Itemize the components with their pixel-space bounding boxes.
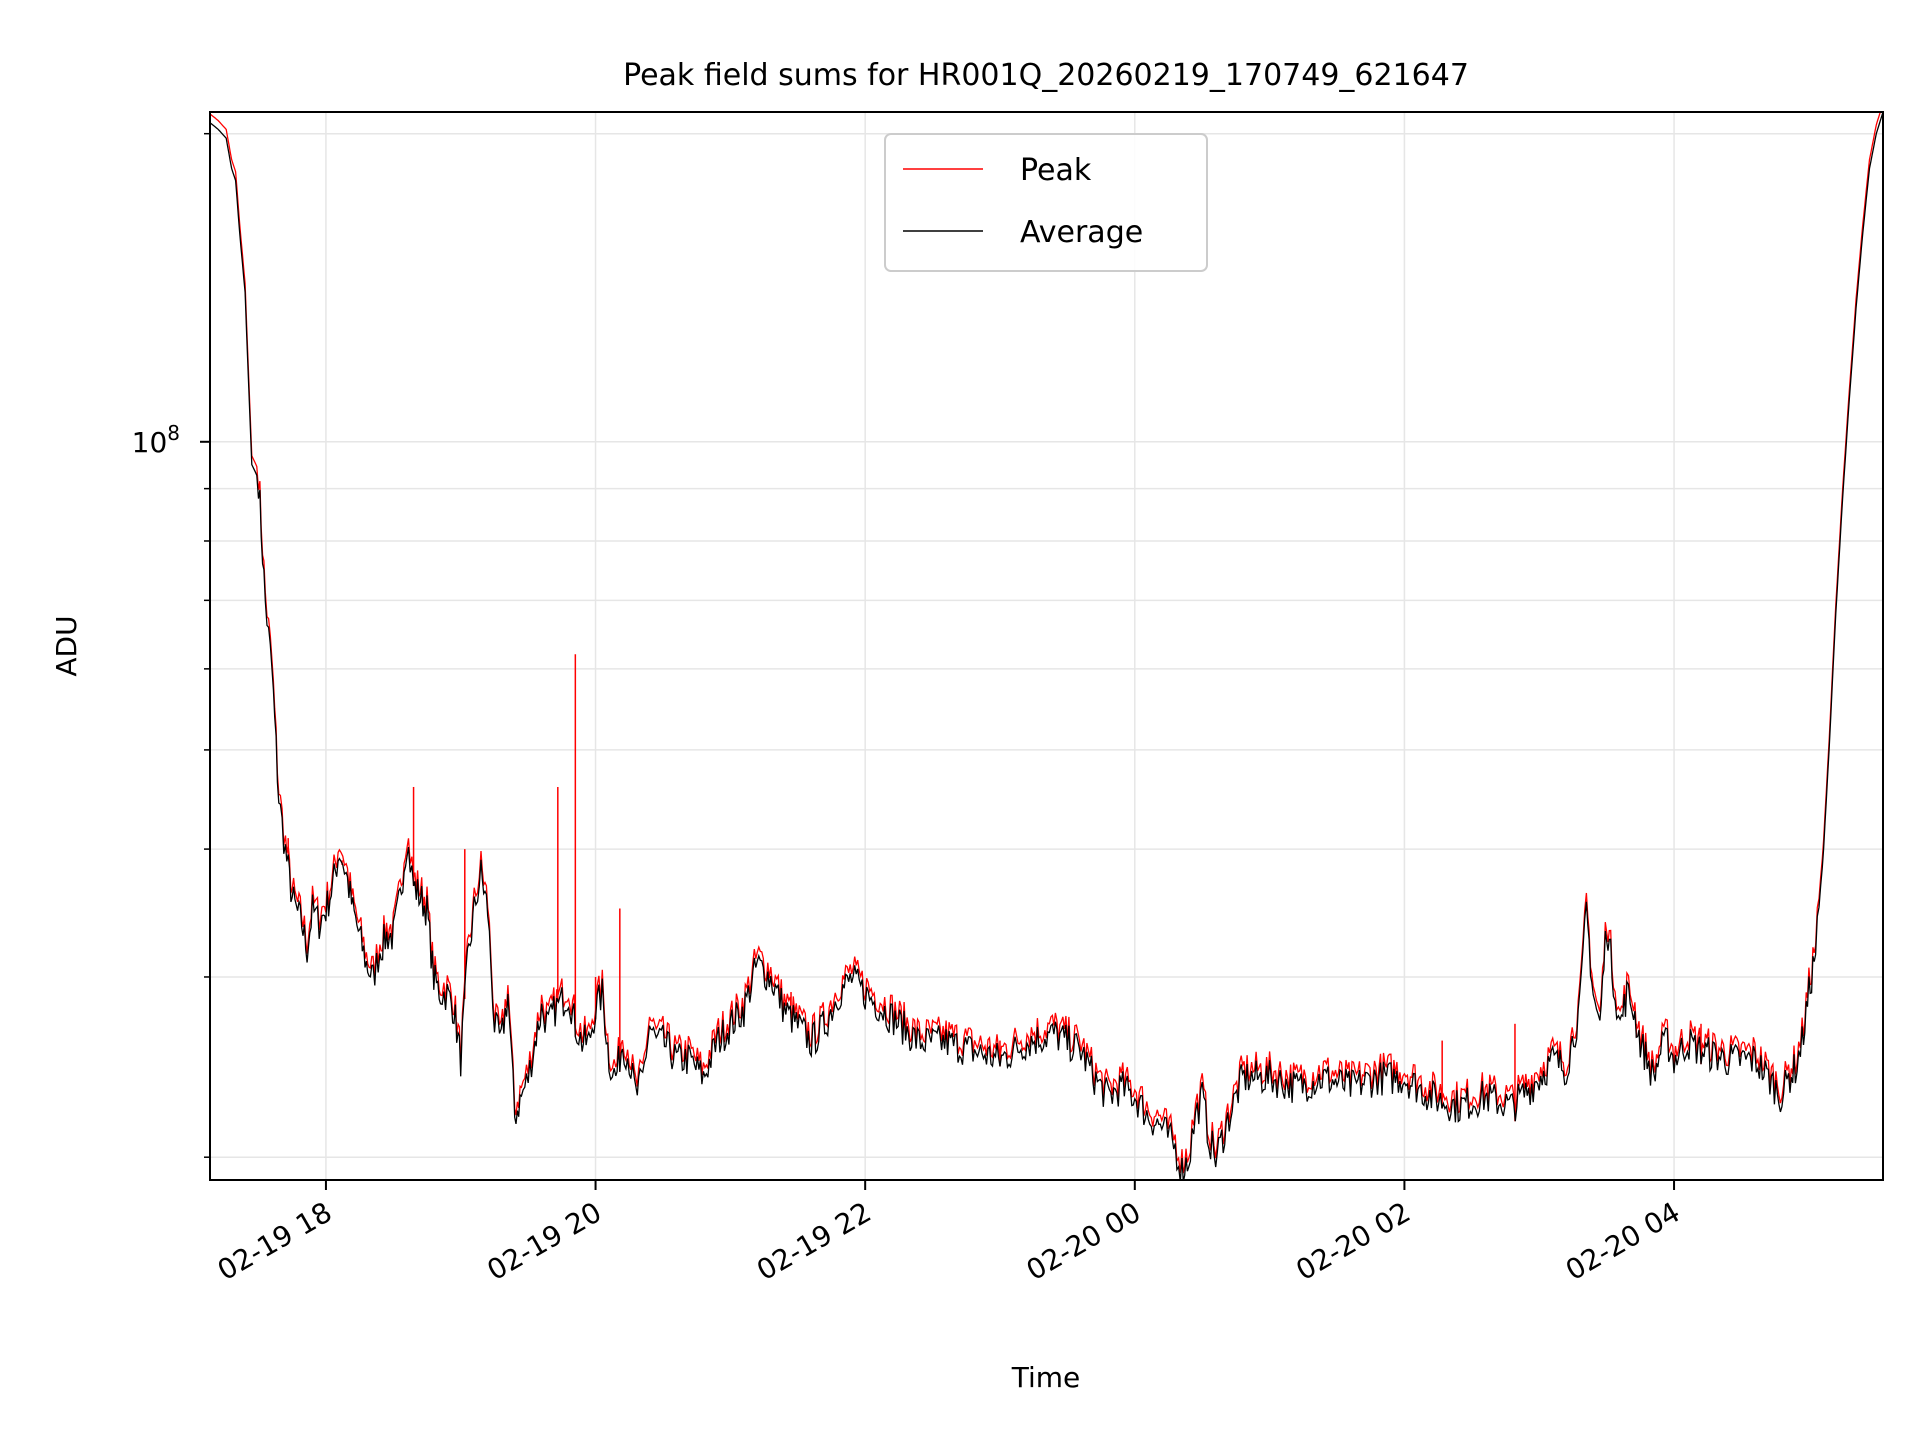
y-axis-ticks: 108 bbox=[132, 132, 210, 1158]
grid-lines bbox=[210, 112, 1883, 1180]
average-series bbox=[210, 112, 1883, 1180]
legend-peak-label: Peak bbox=[1020, 153, 1092, 188]
y-tick-label-0: 108 bbox=[132, 421, 180, 459]
x-axis-label: Time bbox=[1011, 1361, 1081, 1394]
legend: Peak Average bbox=[884, 133, 1208, 272]
plot-frame bbox=[209, 111, 1884, 1181]
legend-average-label: Average bbox=[1020, 215, 1143, 250]
y-axis-label: ADU bbox=[50, 615, 83, 676]
chart-title: Peak field sums for HR001Q_20260219_1707… bbox=[623, 58, 1469, 93]
average-line bbox=[210, 112, 1883, 1180]
